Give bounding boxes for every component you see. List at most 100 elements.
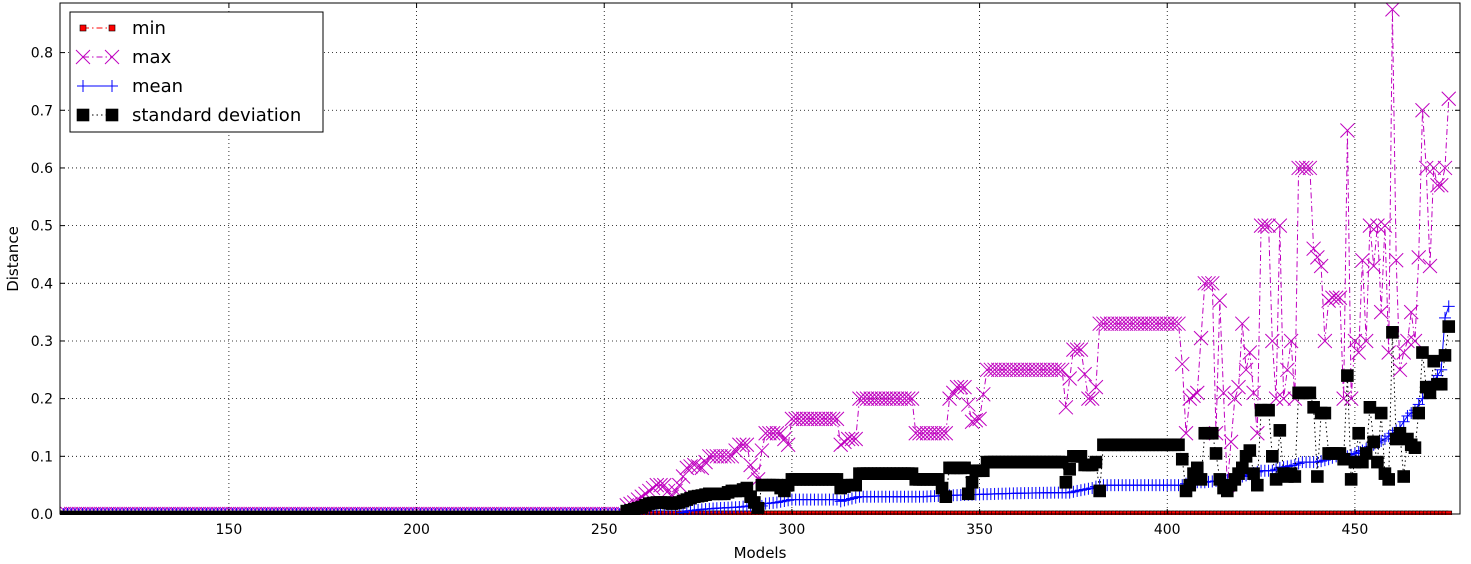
- data-point: [641, 483, 657, 499]
- data-point: [803, 411, 819, 427]
- data-point: [962, 487, 975, 501]
- legend-label: standard deviation: [132, 105, 301, 126]
- data-point: [1054, 362, 1070, 378]
- data-point: [1442, 320, 1456, 333]
- data-point: [1311, 470, 1324, 483]
- data-point: [1193, 330, 1209, 346]
- data-point: [1159, 316, 1175, 332]
- data-point: [1047, 362, 1062, 378]
- data-point: [1272, 218, 1288, 233]
- data-point: [1408, 441, 1422, 454]
- data-point: [1172, 438, 1185, 452]
- data-point: [1332, 290, 1348, 306]
- data-point: [1066, 342, 1081, 357]
- data-point: [908, 425, 924, 441]
- data-point: [855, 391, 871, 407]
- data-point: [882, 391, 897, 407]
- data-point: [825, 411, 841, 427]
- data-point: [957, 379, 972, 395]
- data-point: [1205, 426, 1219, 440]
- data-point: [705, 448, 721, 464]
- y-tick-label: 0.2: [31, 392, 53, 408]
- data-point: [1084, 391, 1100, 407]
- data-point: [1344, 473, 1358, 486]
- data-point: [1310, 249, 1325, 265]
- data-point: [1382, 473, 1395, 486]
- legend-entry: standard deviation: [76, 105, 301, 126]
- data-point: [1103, 316, 1119, 332]
- data-point: [1403, 304, 1419, 320]
- data-point: [765, 425, 781, 441]
- data-point: [1190, 461, 1204, 475]
- data-point: [893, 391, 909, 407]
- data-point: [1148, 316, 1164, 332]
- data-point: [690, 459, 706, 474]
- legend-marker: [104, 49, 120, 65]
- data-point: [1288, 470, 1302, 483]
- data-point: [829, 411, 845, 427]
- data-point: [1373, 304, 1389, 320]
- data-point: [1144, 316, 1160, 332]
- data-point: [1201, 275, 1216, 291]
- legend-entry: max: [75, 47, 172, 68]
- data-point: [1183, 478, 1197, 492]
- data-point: [949, 379, 965, 395]
- data-point: [1209, 447, 1223, 460]
- data-point: [1358, 333, 1374, 349]
- data-point: [709, 448, 725, 464]
- data-point: [1374, 406, 1388, 420]
- plot-frame: [59, 2, 1461, 515]
- legend-marker: [75, 49, 91, 65]
- x-axis-label: Models: [734, 544, 787, 562]
- data-point: [1325, 290, 1340, 306]
- data-point: [1412, 406, 1426, 420]
- data-point: [1194, 473, 1208, 486]
- legend-entry: mean: [77, 76, 183, 97]
- data-point: [1058, 399, 1074, 415]
- data-point: [780, 437, 796, 453]
- y-axis-label: Distance: [4, 226, 22, 292]
- data-point: [1355, 252, 1370, 268]
- data-point: [1426, 160, 1442, 176]
- data-point: [1343, 391, 1359, 407]
- data-point: [833, 437, 849, 453]
- data-point: [867, 391, 882, 407]
- data-point: [1152, 316, 1168, 332]
- data-point: [810, 411, 826, 427]
- data-point: [1341, 369, 1354, 382]
- data-point: [1377, 218, 1393, 233]
- data-point: [1407, 333, 1423, 349]
- data-point: [1182, 391, 1198, 407]
- data-point: [1069, 342, 1085, 357]
- data-point: [938, 425, 954, 441]
- data-point: [1227, 391, 1243, 407]
- data-point: [1051, 362, 1066, 378]
- data-point: [701, 448, 717, 464]
- legend-label: min: [132, 18, 166, 39]
- data-point: [1186, 388, 1201, 404]
- data-point: [1371, 455, 1384, 469]
- data-point: [934, 425, 950, 441]
- data-point: [878, 391, 894, 407]
- data-point: [1234, 316, 1250, 332]
- legend-marker: [105, 108, 119, 122]
- data-point: [1336, 391, 1351, 407]
- data-point: [960, 397, 976, 412]
- y-tick-label: 0.5: [31, 219, 53, 235]
- data-point: [1175, 452, 1189, 466]
- data-point: [1062, 371, 1078, 386]
- y-tick-label: 0.1: [31, 449, 53, 465]
- data-point: [979, 362, 995, 378]
- data-point: [1174, 356, 1190, 372]
- data-point: [1340, 123, 1355, 138]
- data-point: [1088, 379, 1104, 395]
- data-point: [844, 431, 860, 447]
- y-tick-label: 0.8: [31, 46, 53, 62]
- data-point: [1122, 316, 1138, 332]
- data-point: [930, 425, 946, 441]
- data-point: [1352, 426, 1365, 440]
- data-point: [919, 425, 935, 441]
- data-point: [799, 411, 815, 427]
- data-point: [1366, 258, 1382, 274]
- data-point: [1427, 354, 1441, 368]
